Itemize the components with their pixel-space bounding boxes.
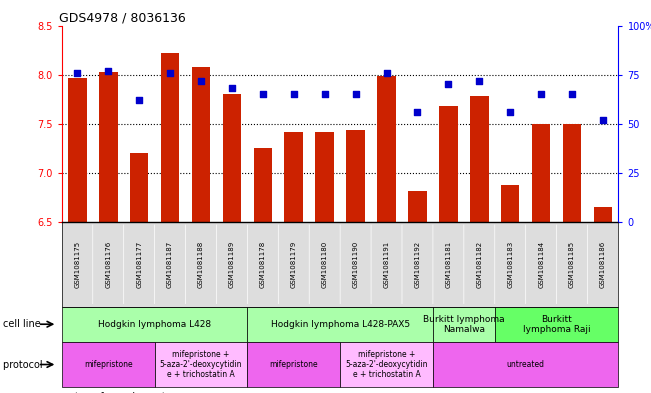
Bar [99, 72, 117, 222]
Bar [191, 67, 210, 222]
Point [227, 85, 237, 92]
Bar [130, 153, 148, 222]
Point [536, 91, 546, 97]
Bar [532, 124, 550, 222]
Point [474, 77, 484, 84]
Point [165, 70, 175, 76]
Bar [161, 53, 179, 222]
Text: GSM1081175: GSM1081175 [74, 241, 80, 288]
Text: mifepristone +
5-aza-2'-deoxycytidin
e + trichostatin A: mifepristone + 5-aza-2'-deoxycytidin e +… [345, 350, 428, 379]
Text: GSM1081187: GSM1081187 [167, 241, 173, 288]
Point [288, 91, 299, 97]
Bar [68, 77, 87, 222]
Text: GSM1081189: GSM1081189 [229, 241, 235, 288]
Text: GDS4978 / 8036136: GDS4978 / 8036136 [59, 11, 186, 24]
Point [412, 109, 422, 115]
Bar [253, 148, 272, 222]
Point [72, 70, 83, 76]
Text: transformed count: transformed count [75, 392, 165, 393]
Point [320, 91, 330, 97]
Text: mifepristone: mifepristone [84, 360, 133, 369]
Text: GSM1081179: GSM1081179 [291, 241, 297, 288]
Text: mifepristone: mifepristone [270, 360, 318, 369]
Text: GSM1081190: GSM1081190 [353, 241, 359, 288]
Text: GSM1081185: GSM1081185 [569, 241, 575, 288]
Text: cell line: cell line [3, 319, 48, 329]
Text: GSM1081177: GSM1081177 [136, 241, 142, 288]
Bar [439, 106, 458, 222]
Text: Hodgkin lymphoma L428: Hodgkin lymphoma L428 [98, 320, 211, 329]
Text: GSM1081183: GSM1081183 [507, 241, 513, 288]
Point [505, 109, 516, 115]
Text: GSM1081192: GSM1081192 [415, 241, 421, 288]
Bar [284, 132, 303, 222]
Bar [346, 130, 365, 222]
Text: GSM1081186: GSM1081186 [600, 241, 606, 288]
Point [350, 91, 361, 97]
Bar [408, 191, 426, 222]
Text: GSM1081191: GSM1081191 [383, 241, 389, 288]
Bar [501, 185, 519, 222]
Text: Burkitt lymphoma
Namalwa: Burkitt lymphoma Namalwa [423, 314, 505, 334]
Bar [594, 207, 612, 222]
Text: GSM1081178: GSM1081178 [260, 241, 266, 288]
Point [258, 91, 268, 97]
Text: ■: ■ [62, 390, 74, 393]
Bar [470, 96, 488, 222]
Text: GSM1081180: GSM1081180 [322, 241, 327, 288]
Bar [223, 94, 241, 222]
Text: GSM1081182: GSM1081182 [477, 241, 482, 288]
Bar [315, 132, 334, 222]
Text: GSM1081176: GSM1081176 [105, 241, 111, 288]
Text: Burkitt
lymphoma Raji: Burkitt lymphoma Raji [523, 314, 590, 334]
Bar [377, 75, 396, 222]
Point [103, 68, 113, 74]
Point [134, 97, 145, 103]
Text: GSM1081188: GSM1081188 [198, 241, 204, 288]
Text: untreated: untreated [506, 360, 545, 369]
Text: mifepristone +
5-aza-2'-deoxycytidin
e + trichostatin A: mifepristone + 5-aza-2'-deoxycytidin e +… [159, 350, 242, 379]
Text: protocol: protocol [3, 360, 49, 369]
Bar [562, 124, 581, 222]
Text: GSM1081184: GSM1081184 [538, 241, 544, 288]
Text: Hodgkin lymphoma L428-PAX5: Hodgkin lymphoma L428-PAX5 [271, 320, 409, 329]
Point [381, 70, 392, 76]
Point [443, 81, 454, 88]
Point [598, 117, 608, 123]
Point [196, 77, 206, 84]
Text: GSM1081181: GSM1081181 [445, 241, 451, 288]
Point [567, 91, 577, 97]
